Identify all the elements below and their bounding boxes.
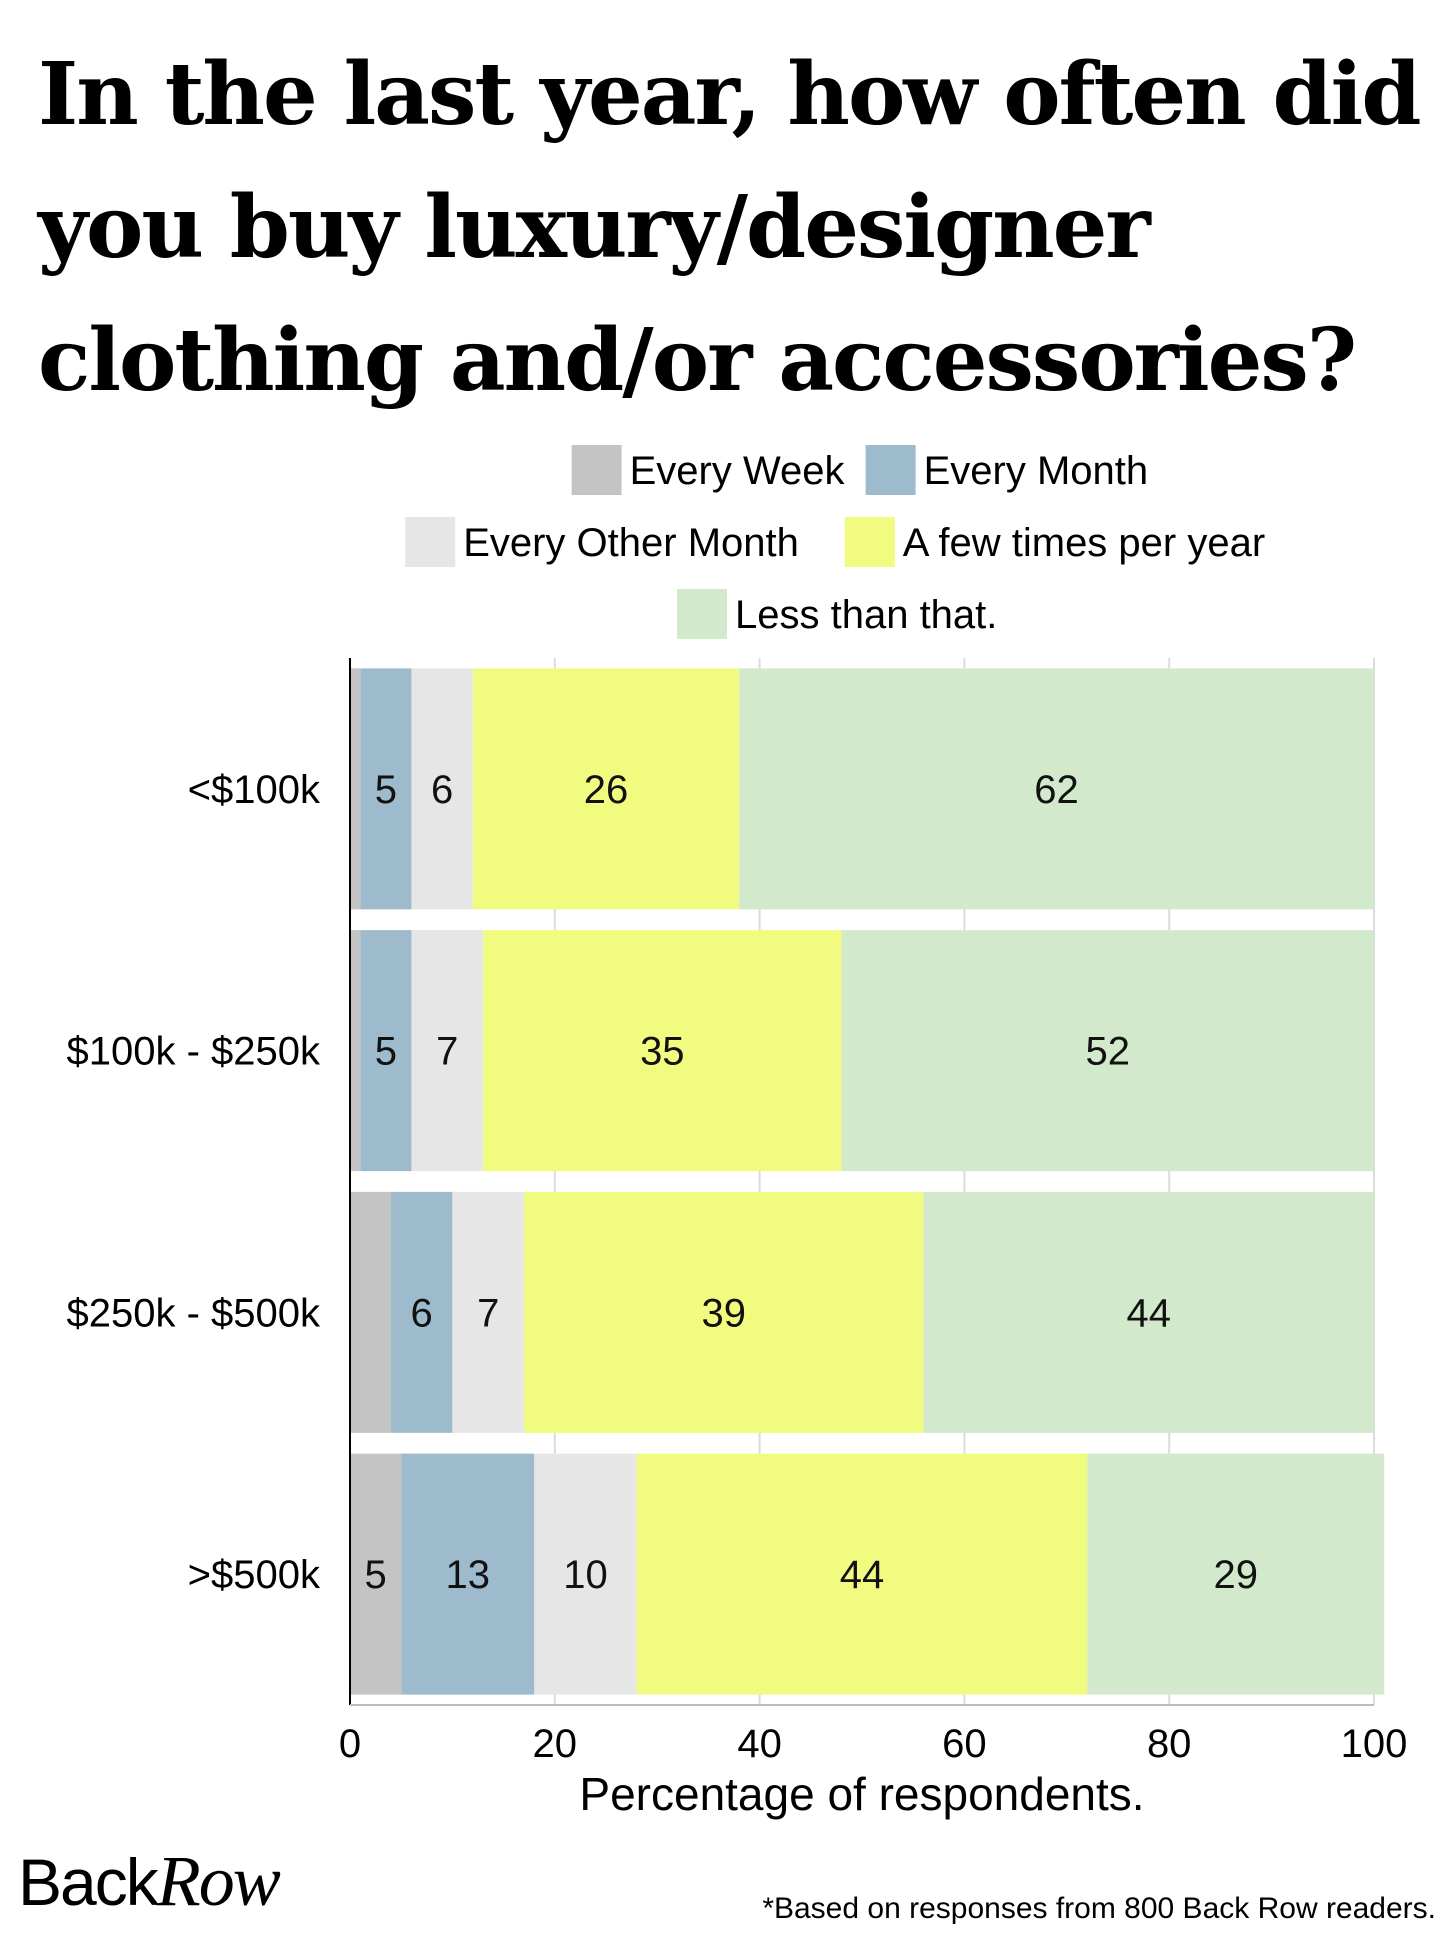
legend-swatch — [677, 589, 727, 639]
legend-swatch — [865, 445, 916, 495]
brand-logo-part2: Row — [156, 1841, 281, 1921]
bar-segment — [636, 1453, 1088, 1695]
bar-segment — [360, 668, 412, 910]
data-label: 52 — [1086, 1030, 1131, 1074]
bar-segment — [360, 930, 412, 1172]
data-label: 7 — [436, 1030, 458, 1074]
bar-segment — [452, 1191, 525, 1433]
bar-segment — [841, 930, 1374, 1172]
y-tick-label: >$500k — [188, 1553, 321, 1597]
bar-segment — [739, 668, 1374, 910]
data-label: 44 — [840, 1553, 885, 1597]
footnote: *Based on responses from 800 Back Row re… — [762, 1892, 1436, 1925]
bar-segment — [411, 930, 484, 1172]
data-label: 10 — [563, 1553, 608, 1597]
chart-title: In the last year, how often did you buy … — [38, 44, 1421, 411]
data-label: 29 — [1214, 1553, 1259, 1597]
x-axis-label: Percentage of respondents. — [579, 1768, 1144, 1820]
bar-segment — [350, 668, 361, 910]
legend-label: A few times per year — [903, 521, 1265, 565]
y-tick-label: $100k - $250k — [66, 1030, 321, 1074]
bar-segment — [411, 668, 473, 910]
bar-segment — [350, 1191, 391, 1433]
data-label: 7 — [477, 1291, 499, 1335]
data-label: 62 — [1034, 768, 1079, 812]
bar-segment — [350, 930, 361, 1172]
legend-label: Every Other Month — [463, 521, 799, 565]
x-tick-label: 0 — [339, 1722, 361, 1766]
data-label: 6 — [411, 1291, 433, 1335]
legend-label: Less than that. — [735, 593, 997, 637]
legend-swatch — [844, 517, 895, 567]
brand-logo: BackRow — [18, 1840, 281, 1923]
data-label: 26 — [584, 768, 629, 812]
x-tick-label: 40 — [737, 1722, 782, 1766]
x-tick-label: 60 — [942, 1722, 987, 1766]
legend-label: Every Week — [630, 449, 846, 493]
bar-segment — [472, 668, 740, 910]
bar-segment — [524, 1191, 924, 1433]
data-label: 5 — [375, 768, 397, 812]
y-tick-label: <$100k — [188, 768, 321, 812]
bar-segment — [923, 1191, 1374, 1433]
bar-segment — [350, 1453, 402, 1695]
x-tick-label: 80 — [1147, 1722, 1192, 1766]
bar-segment — [534, 1453, 637, 1695]
data-label: 5 — [375, 1030, 397, 1074]
brand-logo-part1: Back — [18, 1845, 159, 1919]
y-tick-label: $250k - $500k — [66, 1291, 321, 1335]
bar-segment — [401, 1453, 535, 1695]
bar-segment — [390, 1191, 453, 1433]
bar-segment — [483, 930, 842, 1172]
data-label: 39 — [702, 1291, 747, 1335]
data-label: 44 — [1126, 1291, 1171, 1335]
data-label: 35 — [640, 1030, 685, 1074]
x-tick-label: 100 — [1341, 1722, 1408, 1766]
legend-label: Every Month — [924, 449, 1149, 493]
legend-swatch — [405, 517, 456, 567]
data-label: 6 — [431, 768, 453, 812]
data-label: 5 — [364, 1553, 386, 1597]
legend-swatch — [571, 445, 622, 495]
data-label: 13 — [446, 1553, 491, 1597]
x-tick-label: 20 — [533, 1722, 578, 1766]
bar-segment — [1087, 1453, 1385, 1695]
